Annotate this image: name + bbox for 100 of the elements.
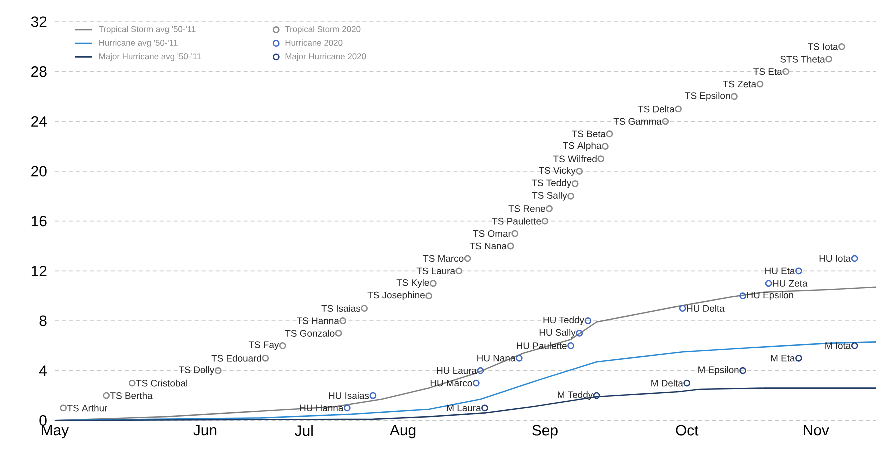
point [103,392,110,400]
point [782,68,790,76]
point [576,168,584,176]
point [516,355,523,362]
point [340,318,347,325]
point [214,368,222,374]
data-label: TS Edouard [212,355,262,362]
data-label: TS Hanna [297,318,340,325]
legend-label: Major Hurricane avg '50-'11 [100,54,202,62]
point [370,392,377,400]
y-tick-label: 32 [31,16,47,28]
point [262,355,270,362]
y-tick-label: 12 [32,266,47,277]
point [430,280,437,288]
point [684,380,691,387]
data-label: TS Cristobal [136,380,188,387]
point [464,255,472,262]
data-label: TS Alpha [563,142,602,152]
point [796,268,802,275]
point [740,292,746,300]
legend-label: Hurricane avg '50-'11 [100,40,178,48]
point [796,355,802,362]
point [507,242,514,250]
data-label: HU Sally [540,329,576,338]
data-label: TS Dolly [179,366,215,376]
data-label: TS Fay [248,342,280,350]
point [675,106,682,113]
data-label: TS Arthur [67,404,108,412]
x-tick-label: Nov [804,425,830,436]
point [826,56,832,63]
data-label: TS Epsilon [685,92,730,102]
point [576,330,584,338]
x-tick-label: Oct [676,425,699,436]
point [838,44,846,51]
y-tick-label: 20 [32,166,47,177]
data-label: TS Delta [638,106,675,113]
point [730,93,738,100]
point [472,380,480,387]
y-tick-label: 4 [39,366,48,376]
x-tick-label: Aug [390,425,416,439]
point [482,404,488,412]
point [606,130,614,138]
y-tick-label: 0 [40,416,47,426]
point [740,368,746,374]
y-tick-label: 8 [40,316,47,326]
x-tick-label: Jun [194,425,217,436]
data-label: TS Eta [754,68,782,76]
point [128,380,136,387]
point [335,330,342,338]
point [851,255,858,262]
data-label: HU Epsilon [748,292,794,301]
data-label: M Teddy [558,392,594,400]
data-label: M Epsilon [698,366,739,376]
y-tick-label: 28 [32,66,47,78]
data-label: HU Zeta [773,280,808,288]
data-label: TS Josephine [368,292,425,301]
point [593,392,600,400]
legend-label: Hurricane 2020 [286,40,343,46]
point [512,230,519,238]
point [584,318,592,325]
point [662,118,670,126]
data-label: TS Beta [572,130,606,138]
point [765,280,772,288]
point [456,268,463,275]
point [568,193,574,200]
data-label: TS Iota [808,44,838,50]
data-label: HU Laura [437,368,477,374]
legend-label: Tropical Storm avg '50-'11 [99,26,196,34]
legend-label: Major Hurricane 2020 [286,54,366,62]
x-tick-label: May [42,425,70,439]
data-label: TS Paulette [492,218,542,225]
data-label: TS Isaias [322,305,361,312]
point [344,404,351,412]
data-label: TS Gamma [614,118,662,126]
data-label: TS Kyle [396,279,430,288]
x-tick-label: Sep [532,425,558,439]
point [542,218,549,225]
data-label: TS Bertha [110,392,153,400]
data-label: TS Vicky [539,167,576,176]
data-label: TS Omar [473,230,512,238]
y-tick-label: 16 [32,216,47,227]
point [598,156,605,163]
data-label: TS Sally [532,192,568,201]
data-label: TS Rene [508,206,546,212]
data-label: HU Teddy [544,316,585,326]
data-label: STS Theta [780,56,826,64]
data-label: M Delta [652,380,684,387]
point [756,81,764,88]
data-label: TS Marco [423,256,464,262]
point [572,180,579,188]
x-tick-label: Jul [295,425,313,436]
data-label: TS Gonzalo [285,330,335,338]
point [279,342,286,350]
data-label: HU Isaias [329,392,370,400]
data-label: HU Eta [766,268,796,275]
point [602,143,609,150]
data-label: M Eta [771,355,796,362]
point [60,404,68,412]
data-label: TS Zeta [723,81,757,88]
point [426,292,433,300]
